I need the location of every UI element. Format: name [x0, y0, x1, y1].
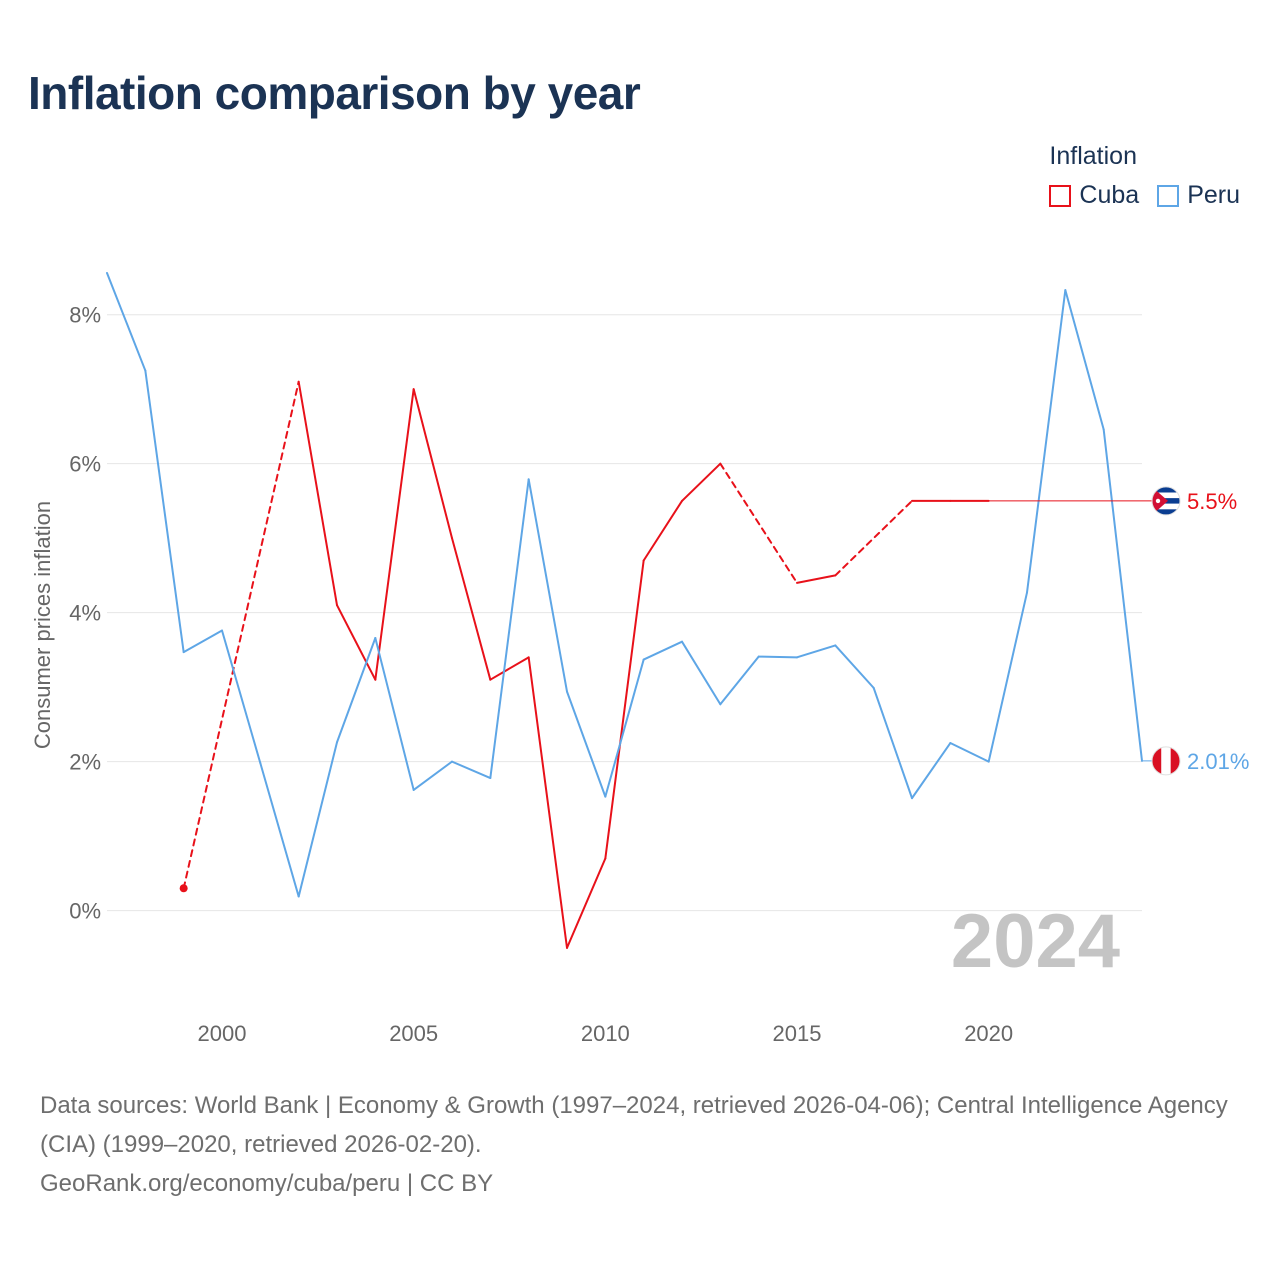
line-segment-peru — [106, 271, 147, 372]
attribution-link[interactable]: GeoRank.org/economy/cuba/peru | CC BY — [40, 1170, 494, 1197]
line-segment-peru — [566, 690, 607, 798]
y-tick-label: 0% — [69, 899, 101, 924]
line-segment-cuba — [719, 462, 798, 584]
line-segment-cuba — [451, 537, 492, 681]
flag-star — [1155, 498, 1161, 504]
line-segment-cuba — [336, 604, 377, 681]
line-segment-peru — [949, 742, 990, 763]
line-segment-cuba — [604, 559, 645, 860]
line-segment-cuba — [412, 388, 453, 540]
line-segment-peru — [604, 658, 645, 798]
x-tick-label: 2005 — [389, 1021, 438, 1046]
line-segment-peru — [451, 760, 492, 780]
line-segment-peru — [642, 640, 683, 661]
line-segment-peru — [374, 636, 415, 791]
line-segment-peru — [834, 644, 875, 689]
line-segment-peru — [412, 760, 453, 791]
sources-footer: Data sources: World Bank | Economy & Gro… — [40, 1086, 1240, 1203]
line-segment-cuba — [566, 857, 607, 949]
line-segment-peru — [796, 644, 837, 659]
end-value-label-cuba: 5.5% — [1187, 489, 1237, 514]
line-segment-cuba — [642, 499, 683, 562]
grid — [107, 314, 1142, 912]
line-segment-peru — [911, 742, 952, 800]
line-segment-peru — [297, 741, 338, 898]
x-tick-label: 2000 — [198, 1021, 247, 1046]
flag-stripe — [1152, 492, 1180, 499]
y-axis: 0% 2% 4% 6% 8% — [69, 303, 101, 924]
peru-flag-icon — [1151, 746, 1181, 776]
line-segment-peru — [182, 629, 223, 654]
flag-band — [1161, 746, 1171, 775]
line-segment-peru — [336, 636, 377, 744]
end-value-label-peru: 2.01% — [1187, 749, 1249, 774]
flag-band — [1152, 746, 1162, 775]
legend-title: Inflation — [1049, 142, 1137, 170]
line-segment-peru — [1102, 428, 1143, 762]
x-tick-label: 2020 — [964, 1021, 1013, 1046]
y-tick-label: 8% — [69, 303, 101, 328]
line-segment-peru — [719, 655, 760, 706]
line-segment-cuba — [297, 380, 338, 607]
flag-border — [1151, 746, 1181, 776]
line-segment-peru — [259, 762, 300, 898]
chart-title: Inflation comparison by year — [28, 67, 641, 119]
line-segment-peru — [872, 686, 913, 800]
line-segment-cuba — [374, 388, 415, 681]
x-tick-label: 2015 — [773, 1021, 822, 1046]
legend-swatch-cuba — [1049, 184, 1072, 207]
legend-item-cuba[interactable]: Cuba — [1049, 181, 1139, 210]
flag-band — [1170, 746, 1180, 775]
series-group — [106, 271, 1143, 949]
line-segment-peru — [1026, 289, 1067, 594]
flag-stripe — [1152, 509, 1180, 515]
line-segment-peru — [144, 369, 185, 654]
line-segment-peru — [1064, 289, 1105, 431]
line-segment-cuba — [681, 462, 722, 502]
line-segment-peru — [489, 478, 530, 780]
y-tick-label: 2% — [69, 750, 101, 775]
cuba-flag-icon — [1151, 486, 1181, 516]
year-watermark: 2024 — [951, 899, 1120, 984]
x-axis: 2000 2005 2010 2015 2020 — [198, 1021, 1014, 1046]
line-segment-cuba — [527, 656, 568, 949]
data-sources-text: Data sources: World Bank | Economy & Gro… — [40, 1092, 1228, 1158]
y-axis-title: Consumer prices inflation — [30, 501, 55, 749]
flag-body — [1152, 486, 1180, 515]
line-segment-peru — [681, 640, 722, 706]
flag-stripe — [1152, 486, 1180, 493]
inflation-line-chart: 0% 2% 4% 6% 8% 2000 2005 2010 2015 2020 Consumer… — [30, 271, 1249, 1046]
line-segment-peru — [221, 629, 262, 765]
line-segment-cuba — [834, 499, 913, 577]
legend: Inflation Cuba Peru — [1049, 142, 1240, 210]
end-markers: 5.5% 2.01% — [988, 486, 1249, 776]
y-tick-label: 6% — [69, 452, 101, 477]
line-segment-cuba — [796, 574, 837, 584]
flag-body — [1152, 746, 1180, 775]
legend-label-cuba: Cuba — [1079, 181, 1140, 209]
line-segment-peru — [527, 478, 568, 693]
line-segment-cuba — [182, 380, 300, 890]
legend-label-peru: Peru — [1187, 181, 1240, 209]
line-segment-peru — [757, 655, 798, 659]
flag-border — [1151, 486, 1181, 516]
legend-swatch-peru — [1157, 184, 1180, 207]
line-segment-peru — [987, 591, 1028, 763]
line-segment-cuba — [489, 656, 530, 681]
data-point-cuba — [179, 884, 188, 893]
x-tick-label: 2010 — [581, 1021, 630, 1046]
y-tick-label: 4% — [69, 601, 101, 626]
flag-stripe — [1152, 503, 1180, 510]
legend-item-peru[interactable]: Peru — [1157, 181, 1240, 210]
